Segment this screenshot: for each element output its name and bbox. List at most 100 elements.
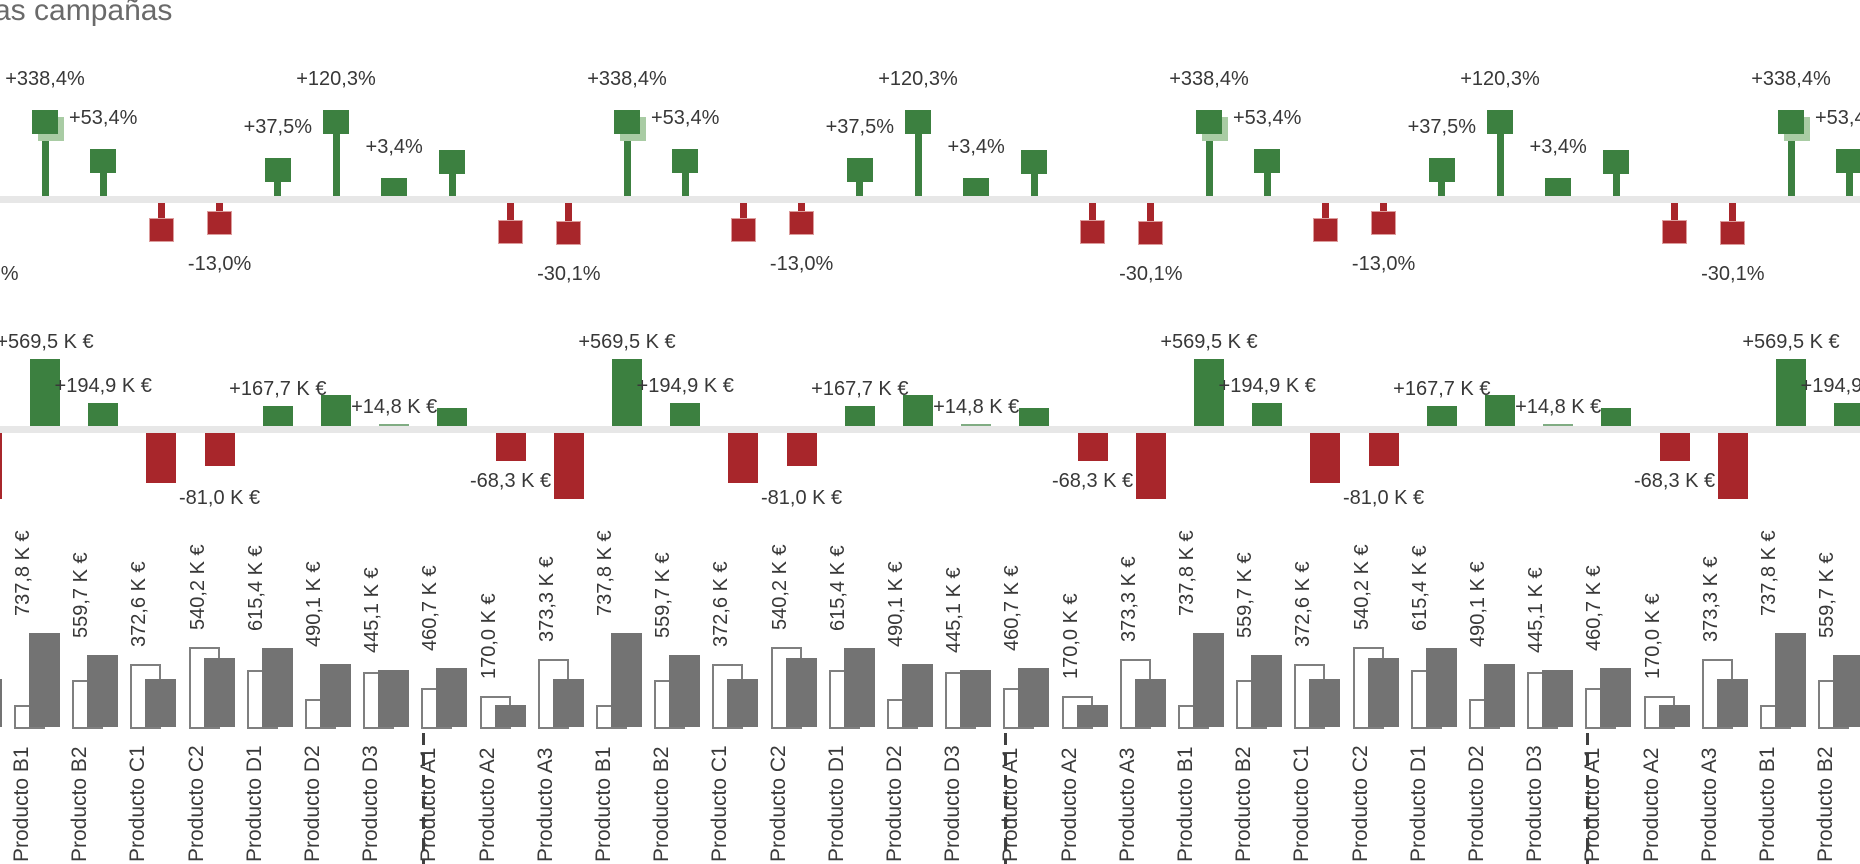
abs-variance-bar[interactable] (1077, 433, 1108, 461)
abs-variance-bar[interactable] (1019, 408, 1050, 426)
actual-bar[interactable] (145, 679, 177, 727)
abs-variance-bar[interactable] (88, 403, 119, 426)
abs-variance-bar[interactable] (1717, 433, 1748, 499)
actual-bar[interactable] (902, 664, 933, 727)
actual-bar[interactable] (960, 670, 992, 727)
variance-pin-stem[interactable] (332, 110, 340, 196)
actual-bar[interactable] (1018, 668, 1050, 727)
abs-variance-bar[interactable] (1834, 403, 1860, 426)
variance-pin-head[interactable] (32, 110, 58, 134)
abs-variance-bar[interactable] (1776, 359, 1806, 426)
variance-pin-head[interactable] (1836, 149, 1860, 174)
variance-pin-head[interactable] (1138, 221, 1164, 246)
abs-variance-bar[interactable] (1485, 394, 1515, 426)
actual-bar[interactable] (1542, 670, 1574, 727)
abs-variance-bar[interactable] (262, 406, 293, 426)
variance-pin-head[interactable] (963, 178, 990, 196)
abs-variance-bar[interactable] (670, 403, 701, 426)
actual-bar[interactable] (1367, 657, 1399, 727)
actual-bar[interactable] (785, 657, 817, 727)
variance-pin-head[interactable] (1196, 110, 1222, 134)
actual-bar[interactable] (1134, 679, 1166, 727)
actual-bar[interactable] (1076, 705, 1108, 727)
actual-bar[interactable] (320, 664, 351, 727)
actual-bar[interactable] (1833, 655, 1860, 727)
variance-pin-head[interactable] (148, 217, 174, 242)
abs-variance-bar[interactable] (786, 433, 817, 467)
abs-variance-bar[interactable] (1368, 433, 1399, 467)
variance-pin-head[interactable] (1254, 149, 1281, 174)
variance-pin-head[interactable] (614, 110, 640, 134)
abs-variance-bar[interactable] (961, 423, 992, 426)
abs-variance-bar[interactable] (1310, 433, 1341, 484)
variance-pin-head[interactable] (207, 210, 233, 235)
abs-variance-bar[interactable] (437, 408, 468, 426)
abs-variance-bar[interactable] (1543, 423, 1574, 426)
abs-variance-bar[interactable] (728, 433, 759, 484)
actual-bar[interactable] (1775, 632, 1806, 727)
actual-bar[interactable] (29, 632, 60, 727)
variance-pin-stem[interactable] (1496, 110, 1504, 196)
actual-bar[interactable] (1716, 679, 1748, 727)
actual-bar[interactable] (1251, 655, 1283, 727)
abs-variance-bar[interactable] (612, 359, 642, 426)
variance-pin-stem[interactable] (914, 110, 922, 196)
actual-bar[interactable] (494, 705, 526, 727)
actual-bar[interactable] (669, 655, 701, 727)
variance-pin-head[interactable] (789, 210, 815, 235)
variance-pin-head[interactable] (439, 150, 466, 174)
variance-pin-head[interactable] (1312, 217, 1338, 242)
variance-pin-head[interactable] (264, 158, 291, 183)
abs-variance-bar[interactable] (379, 423, 410, 426)
variance-pin-head[interactable] (498, 220, 524, 245)
variance-pin-stem[interactable] (41, 110, 49, 196)
abs-variance-bar[interactable] (1659, 433, 1690, 461)
abs-variance-bar[interactable] (1194, 359, 1224, 426)
variance-pin-head[interactable] (1662, 220, 1688, 245)
variance-pin-head[interactable] (730, 217, 756, 242)
actual-bar[interactable] (1484, 664, 1515, 727)
variance-pin-head[interactable] (323, 110, 349, 135)
variance-pin-head[interactable] (1080, 220, 1106, 245)
abs-variance-bar[interactable] (1426, 406, 1457, 426)
variance-pin-head[interactable] (556, 221, 582, 246)
actual-bar[interactable] (378, 670, 410, 727)
abs-variance-bar[interactable] (1135, 433, 1166, 499)
abs-variance-bar[interactable] (844, 406, 875, 426)
actual-bar[interactable] (261, 648, 293, 727)
actual-bar[interactable] (1600, 668, 1632, 727)
abs-variance-bar[interactable] (146, 433, 177, 484)
abs-variance-bar[interactable] (30, 359, 60, 426)
actual-bar[interactable] (1425, 648, 1457, 727)
actual-bar[interactable] (203, 657, 235, 727)
actual-bar[interactable] (436, 668, 468, 727)
abs-variance-bar[interactable] (321, 394, 351, 426)
actual-bar[interactable] (1309, 679, 1341, 727)
actual-bar[interactable] (611, 632, 642, 727)
abs-variance-bar[interactable] (495, 433, 526, 461)
variance-pin-head[interactable] (1720, 221, 1746, 246)
variance-pin-head[interactable] (905, 110, 931, 135)
variance-pin-stem[interactable] (623, 110, 631, 196)
actual-bar[interactable] (552, 679, 584, 727)
abs-variance-bar[interactable] (903, 394, 933, 426)
variance-pin-stem[interactable] (1205, 110, 1213, 196)
variance-pin-head[interactable] (381, 178, 408, 196)
variance-pin-head[interactable] (1487, 110, 1513, 135)
variance-pin-stem[interactable] (1787, 110, 1795, 196)
abs-variance-bar[interactable] (1252, 403, 1283, 426)
abs-variance-bar[interactable] (1601, 408, 1632, 426)
actual-bar[interactable] (843, 648, 875, 727)
variance-pin-head[interactable] (846, 158, 873, 183)
actual-bar[interactable] (727, 679, 759, 727)
variance-pin-head[interactable] (1545, 178, 1572, 196)
variance-pin-head[interactable] (672, 149, 699, 174)
variance-pin-head[interactable] (1428, 158, 1455, 183)
variance-pin-head[interactable] (90, 149, 117, 174)
variance-pin-head[interactable] (1021, 150, 1048, 174)
variance-pin-head[interactable] (1371, 210, 1397, 235)
actual-bar[interactable] (1658, 705, 1690, 727)
abs-variance-bar[interactable] (0, 433, 2, 499)
abs-variance-bar[interactable] (553, 433, 584, 499)
variance-pin-head[interactable] (1778, 110, 1804, 134)
